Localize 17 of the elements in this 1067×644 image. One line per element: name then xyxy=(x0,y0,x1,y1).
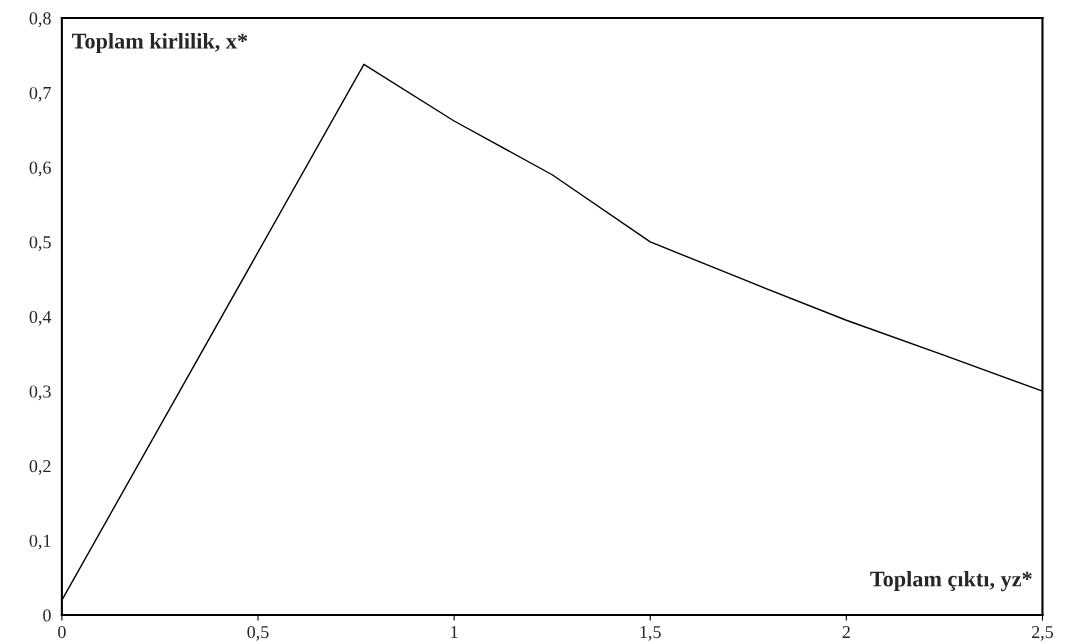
y-tick-label: 0,7 xyxy=(29,86,51,102)
x-tick-label: 0 xyxy=(58,625,66,639)
y-tick-label: 0,5 xyxy=(29,236,51,251)
x-tick-label: 2,5 xyxy=(1031,626,1054,641)
y-tick-label: 0,8 xyxy=(29,12,51,28)
x-tick-label: 2 xyxy=(842,626,850,638)
y-tick-label: 0,2 xyxy=(29,460,51,475)
y-tick-label: 0,1 xyxy=(29,534,51,550)
annotation: Toplam çıktı, yz* xyxy=(870,570,1032,592)
x-tick-label: 1,5 xyxy=(640,626,661,641)
y-tick-label: 0,3 xyxy=(29,385,51,401)
annotation: Toplam kirlilik, x* xyxy=(72,32,248,54)
y-tick-label: 0 xyxy=(43,609,51,622)
y-tick-label: 0,6 xyxy=(29,161,51,177)
x-tick-label: 0,5 xyxy=(247,625,269,641)
y-tick-label: 0,4 xyxy=(29,310,52,326)
x-tick-label: 1 xyxy=(451,626,458,638)
